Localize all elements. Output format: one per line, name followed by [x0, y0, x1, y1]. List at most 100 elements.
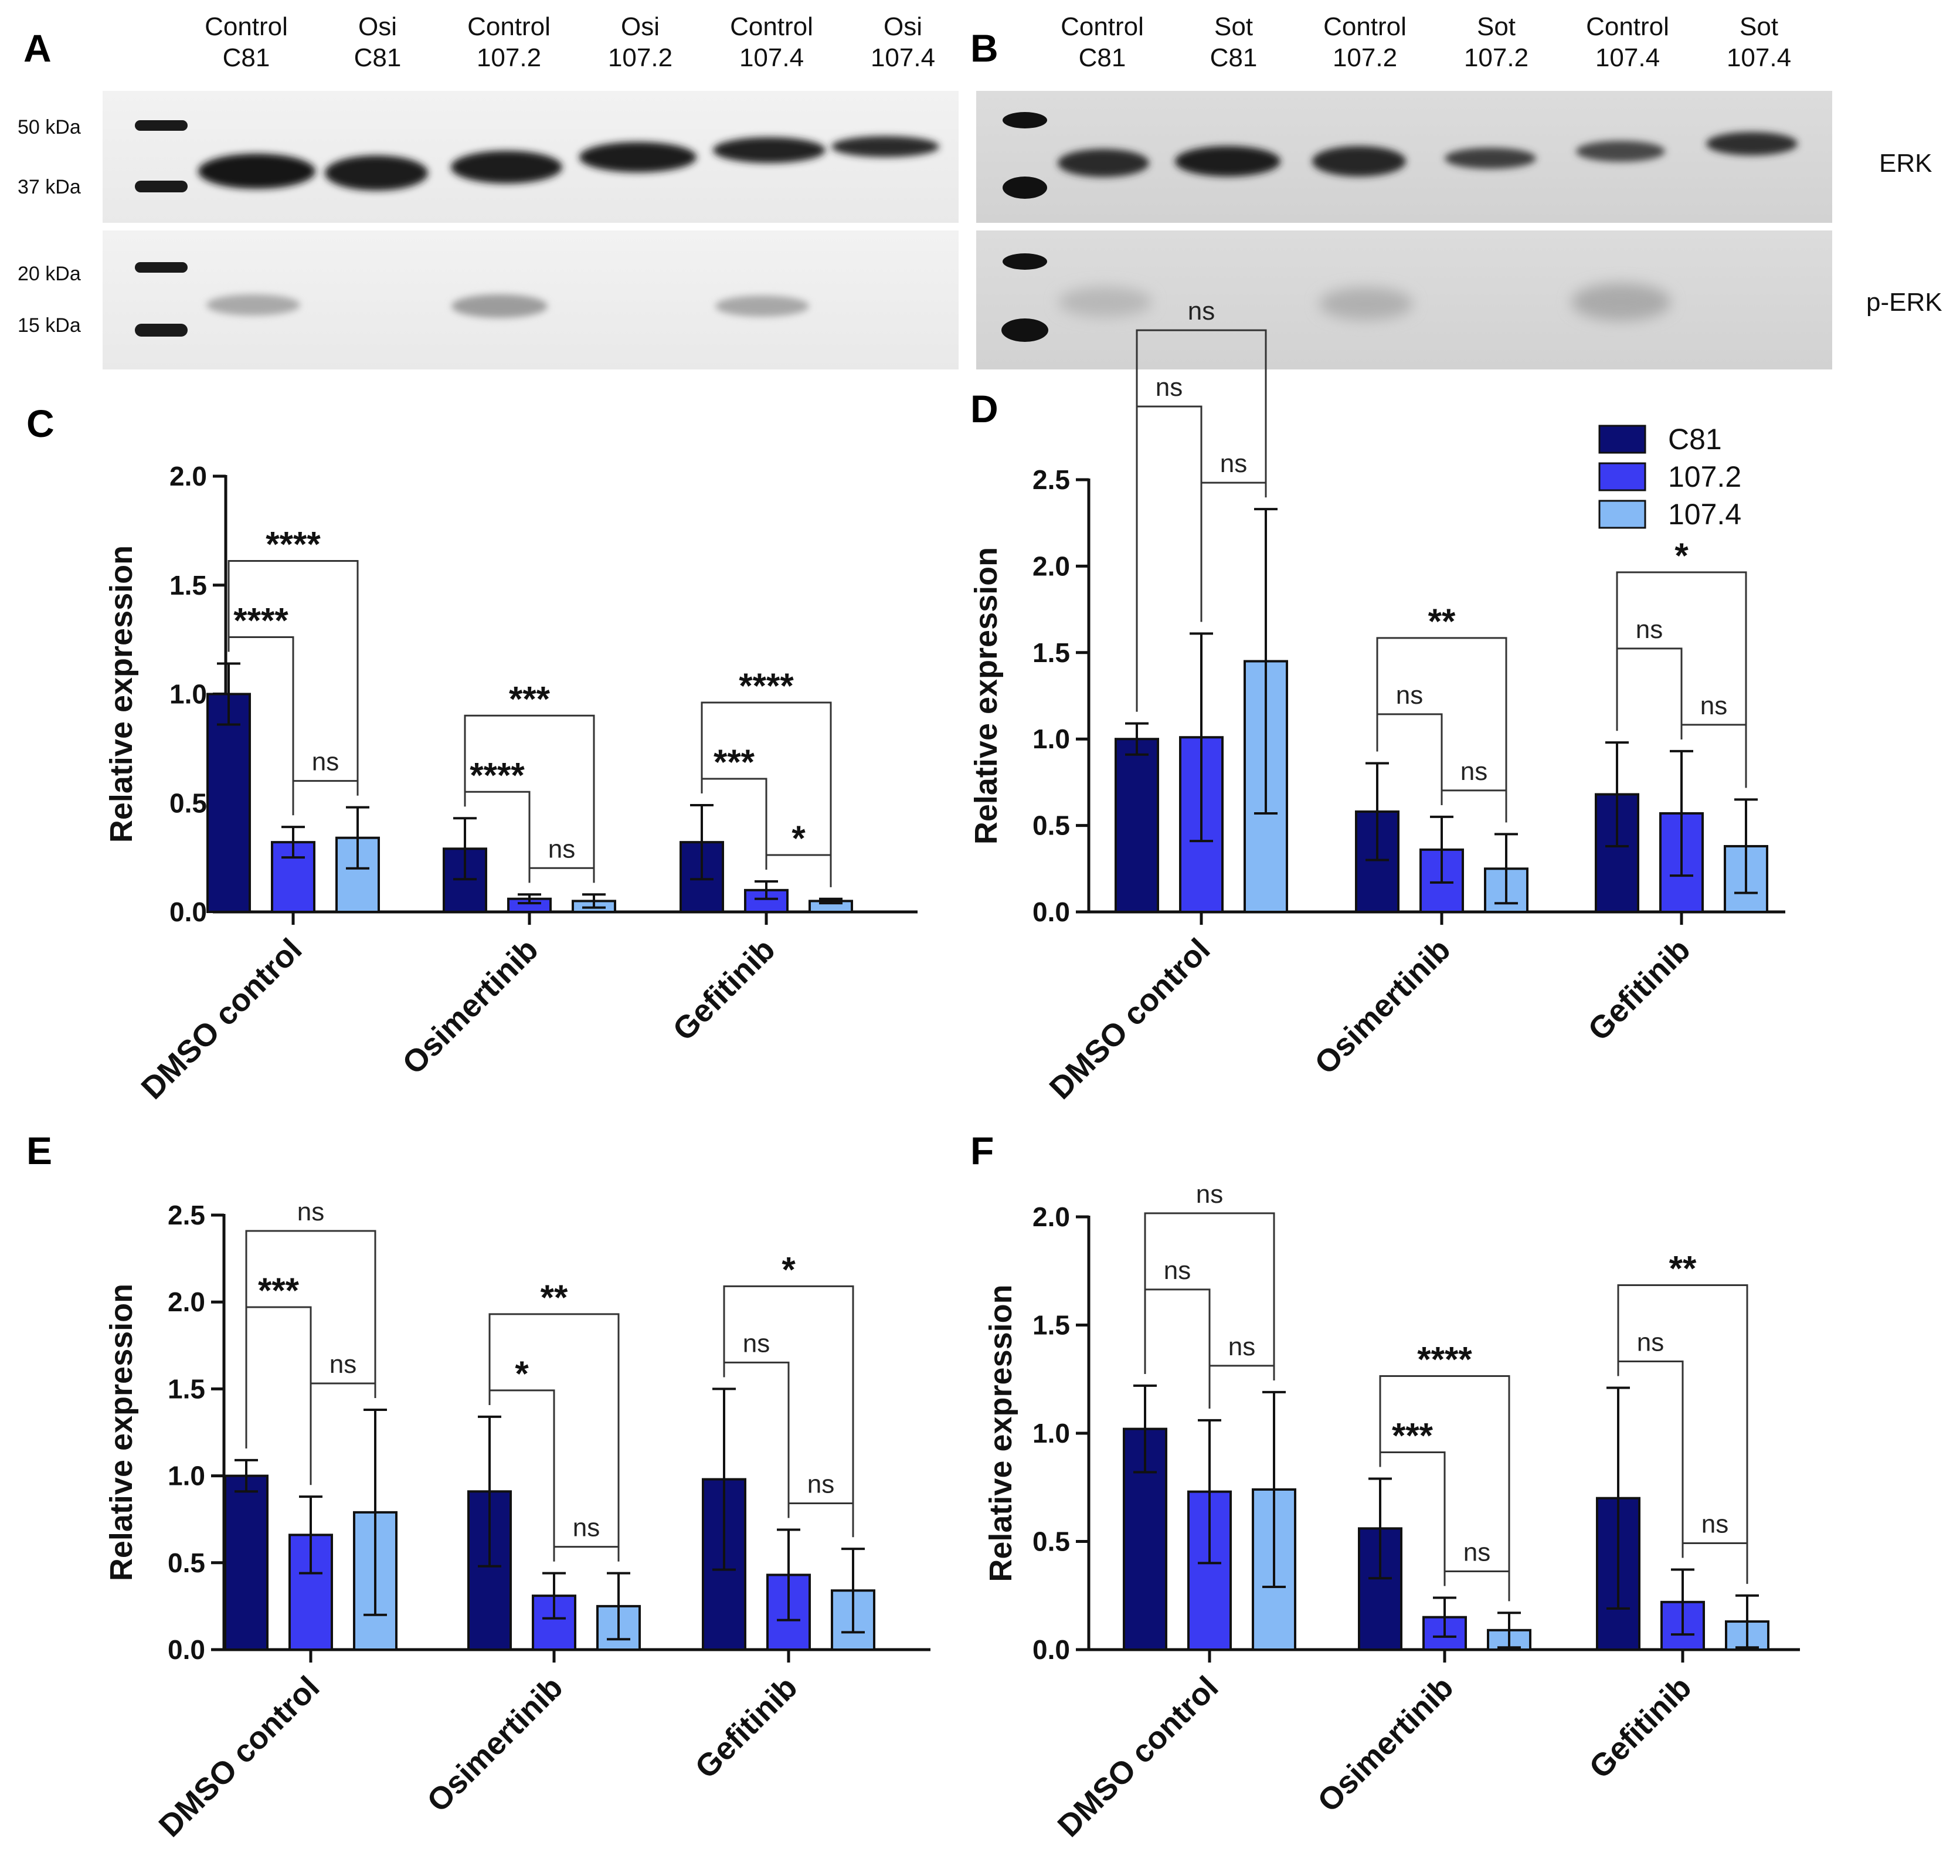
- category-label: Gefitinib: [688, 1670, 804, 1785]
- chart-panel-f: F 0.0 0.5 1.0 1.5 2.0 Relative expression DMSO …: [970, 1129, 1800, 1844]
- legend-label-107-2: 107.2: [1668, 460, 1741, 493]
- y-tick-label: 0.0: [1032, 1634, 1070, 1665]
- lane-label-line1: Sot: [1477, 12, 1516, 41]
- significance-bracket: [1200, 481, 1267, 622]
- significance-label: **: [1428, 602, 1456, 641]
- protein-label-erk: ERK: [1879, 149, 1932, 178]
- lane-label-line1: Osi: [884, 12, 922, 41]
- y-tick-label: 1.5: [1032, 1310, 1070, 1341]
- y-tick-label: 0.5: [1032, 1526, 1070, 1557]
- lane-label-line1: Control: [467, 12, 551, 41]
- marker-50kda: 50 kDa: [18, 116, 81, 138]
- y-tick-label: 2.5: [1032, 464, 1070, 495]
- lane-label-line1: Sot: [1740, 12, 1778, 41]
- lane-label-line2: 107.4: [871, 43, 935, 72]
- significance-label: ***: [509, 679, 551, 718]
- bar: [224, 1474, 269, 1651]
- category-label: DMSO control: [1043, 932, 1217, 1106]
- significance-label: **: [1669, 1249, 1697, 1288]
- significance-bracket: [1616, 571, 1747, 788]
- significance-label: ns: [573, 1514, 600, 1542]
- y-tick-label: 0.5: [168, 1548, 205, 1578]
- significance-label: *: [782, 1250, 796, 1289]
- significance-label: ****: [739, 666, 794, 705]
- erk-band: [198, 154, 315, 189]
- y-tick-label: 0.0: [168, 1634, 205, 1665]
- lane-label-line2: 107.4: [739, 43, 804, 72]
- category-label: DMSO control: [152, 1670, 327, 1844]
- y-tick-label: 2.0: [169, 461, 207, 491]
- perk-band: [1571, 283, 1671, 321]
- legend-swatch-c81: [1598, 425, 1646, 454]
- significance-bracket: [1616, 647, 1683, 739]
- significance-bracket: [553, 1546, 620, 1562]
- y-tick-label: 0.0: [1032, 897, 1070, 927]
- significance-label: ****: [470, 755, 525, 795]
- significance-label: *: [1674, 536, 1689, 575]
- significance-bracket: [1682, 1542, 1748, 1584]
- significance-label: **: [541, 1278, 568, 1317]
- significance-label: ****: [233, 601, 288, 640]
- panel-label: C: [26, 402, 55, 445]
- y-tick-label: 2.0: [1032, 551, 1070, 581]
- significance-label: ns: [1460, 757, 1487, 786]
- marker-37kda: 37 kDa: [18, 176, 81, 198]
- significance-label: ****: [266, 524, 321, 564]
- protein-label-perk: p-ERK: [1866, 288, 1942, 317]
- erk-band: [1058, 149, 1149, 177]
- blot-panel-b: B ControlC81SotC81Control107.2Sot107.2Co…: [970, 12, 1942, 369]
- panel-label: E: [26, 1129, 52, 1172]
- ladder-band: [1001, 318, 1048, 342]
- significance-bracket: [723, 1285, 854, 1538]
- y-tick-label: 2.5: [168, 1200, 205, 1230]
- bar: [1115, 738, 1159, 913]
- panel-label-a: A: [23, 26, 52, 70]
- lane-label-line1: Osi: [621, 12, 660, 41]
- erk-band: [831, 136, 939, 157]
- lane-label-line2: 107.2: [1333, 43, 1397, 72]
- significance-label: ns: [1701, 1509, 1728, 1538]
- ladder-band: [1003, 112, 1047, 128]
- erk-band: [579, 142, 697, 172]
- legend-label-c81: C81: [1668, 423, 1722, 456]
- significance-label: ***: [714, 742, 755, 782]
- panel-label: D: [970, 387, 998, 430]
- erk-band: [713, 137, 826, 163]
- significance-label: ns: [1220, 449, 1247, 478]
- category-label: DMSO control: [135, 932, 309, 1106]
- significance-bracket: [528, 867, 595, 883]
- blot-panel-a: A ControlC81OsiC81Control107.2Osi107.2Co…: [18, 12, 959, 369]
- significance-bracket: [245, 1230, 376, 1448]
- perk-band: [715, 296, 809, 317]
- lane-label-line2: C81: [1079, 43, 1126, 72]
- erk-band: [1312, 146, 1406, 177]
- erk-band: [451, 151, 562, 184]
- panel-label-b: B: [970, 26, 998, 70]
- significance-bracket: [1441, 789, 1507, 823]
- perk-band: [1319, 287, 1413, 320]
- erk-band: [1175, 146, 1280, 177]
- lane-label-line2: C81: [223, 43, 270, 72]
- significance-label: ns: [1636, 615, 1663, 644]
- significance-bracket: [1680, 724, 1747, 788]
- y-axis-title: Relative expression: [104, 1284, 139, 1581]
- perk-band: [206, 294, 300, 316]
- y-tick-label: 1.5: [169, 570, 207, 601]
- legend-swatch-107-2: [1598, 462, 1646, 491]
- ladder-band: [135, 324, 188, 337]
- significance-label: *: [515, 1354, 529, 1393]
- significance-bracket: [765, 854, 832, 887]
- erk-band: [1445, 148, 1536, 169]
- chart-panel-c: C 0.0 0.5 1.0 1.5 2.0 Relative expression DMSO …: [26, 402, 918, 1106]
- marker-15kda: 15 kDa: [18, 314, 81, 337]
- ladder-band: [1003, 253, 1047, 270]
- y-tick-label: 1.5: [1032, 637, 1070, 668]
- ladder-band: [135, 120, 188, 131]
- significance-label: ns: [743, 1329, 770, 1358]
- significance-label: ns: [297, 1197, 324, 1226]
- significance-bracket: [245, 1306, 312, 1485]
- bar: [206, 693, 251, 913]
- significance-bracket: [1617, 1284, 1748, 1584]
- y-tick-label: 2.0: [168, 1287, 205, 1317]
